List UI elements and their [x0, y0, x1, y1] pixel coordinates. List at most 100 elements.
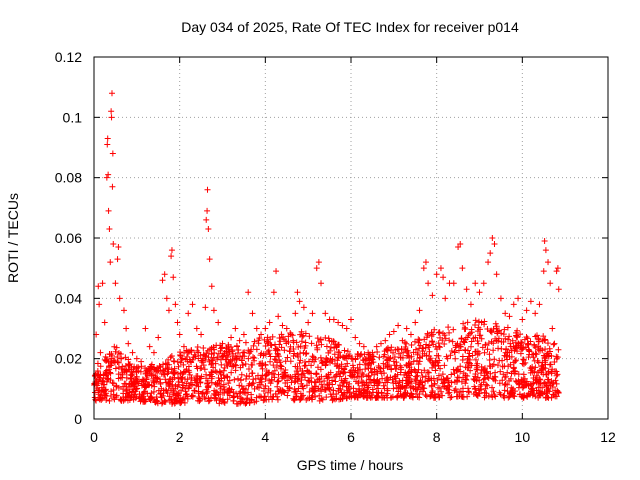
data-point — [432, 343, 439, 350]
data-point — [221, 400, 228, 407]
data-point — [332, 378, 339, 385]
data-point — [288, 379, 295, 386]
data-point — [356, 361, 363, 368]
data-point — [167, 375, 174, 382]
data-point — [240, 385, 247, 392]
data-point — [533, 387, 540, 394]
data-point — [243, 372, 250, 379]
data-point — [374, 348, 381, 355]
data-point — [112, 365, 119, 372]
data-point — [491, 392, 498, 399]
data-point — [198, 331, 205, 338]
data-point — [416, 355, 423, 362]
data-point — [244, 389, 251, 396]
data-point — [102, 387, 109, 394]
data-point — [158, 394, 165, 401]
data-point — [260, 352, 267, 359]
data-point — [528, 385, 535, 392]
data-point — [156, 376, 163, 383]
data-point — [400, 349, 407, 356]
data-point — [485, 259, 492, 266]
data-point — [150, 377, 157, 384]
data-point — [193, 325, 200, 332]
data-point — [312, 393, 319, 400]
data-point — [489, 235, 496, 241]
data-point — [490, 340, 497, 347]
data-point — [275, 371, 282, 378]
data-point — [239, 353, 246, 360]
data-point — [474, 328, 481, 335]
data-point — [440, 274, 447, 281]
data-point — [103, 357, 110, 364]
data-point — [355, 367, 362, 374]
data-point — [238, 357, 245, 364]
data-point — [107, 393, 114, 400]
data-point — [225, 380, 232, 387]
data-point — [232, 325, 239, 332]
data-point — [248, 397, 255, 404]
data-point — [150, 388, 157, 395]
data-point — [487, 328, 494, 335]
data-point — [433, 352, 440, 359]
data-point — [331, 338, 338, 345]
data-point — [541, 238, 548, 245]
data-point — [112, 280, 119, 287]
data-point — [172, 301, 179, 308]
data-point — [267, 341, 274, 348]
data-point — [249, 361, 256, 368]
data-point — [329, 356, 336, 363]
data-point — [389, 376, 396, 383]
data-point — [123, 325, 130, 332]
data-point — [144, 390, 151, 397]
data-point — [317, 336, 324, 343]
data-point — [553, 268, 560, 275]
data-point — [328, 393, 335, 400]
data-point — [269, 333, 276, 340]
data-point — [178, 356, 185, 363]
x-tick-label: 10 — [515, 429, 531, 445]
data-point — [267, 353, 274, 360]
data-point — [143, 374, 150, 381]
data-point — [535, 336, 542, 343]
data-point — [282, 358, 289, 365]
data-point — [201, 366, 208, 373]
data-point — [283, 325, 290, 332]
data-point — [287, 343, 294, 350]
data-point — [549, 325, 556, 332]
data-point — [543, 383, 550, 390]
data-point — [157, 390, 164, 397]
data-point — [393, 366, 400, 373]
data-point — [487, 250, 494, 257]
data-point — [388, 344, 395, 351]
data-point — [168, 352, 175, 359]
data-point — [206, 256, 213, 263]
data-point — [484, 346, 491, 353]
data-point — [206, 346, 213, 353]
data-point — [143, 369, 150, 376]
data-point — [308, 362, 315, 369]
data-point — [113, 344, 120, 351]
data-point — [451, 387, 458, 394]
data-point — [284, 392, 291, 399]
data-point — [182, 388, 189, 395]
data-point — [255, 340, 262, 347]
data-point — [534, 357, 541, 364]
data-point — [322, 334, 329, 341]
data-point — [309, 353, 316, 360]
data-point — [128, 380, 135, 387]
data-point — [166, 376, 173, 383]
data-point — [474, 374, 481, 381]
data-point — [543, 390, 550, 397]
data-point — [445, 324, 452, 331]
data-point — [401, 393, 408, 400]
data-point — [279, 375, 286, 382]
data-point — [555, 346, 562, 353]
data-point — [110, 241, 117, 248]
data-point — [216, 400, 223, 407]
data-point — [282, 337, 289, 344]
data-point — [205, 225, 212, 232]
data-point — [101, 381, 108, 388]
y-tick-label: 0.12 — [55, 49, 82, 65]
data-point — [544, 388, 551, 395]
data-point — [212, 367, 219, 374]
